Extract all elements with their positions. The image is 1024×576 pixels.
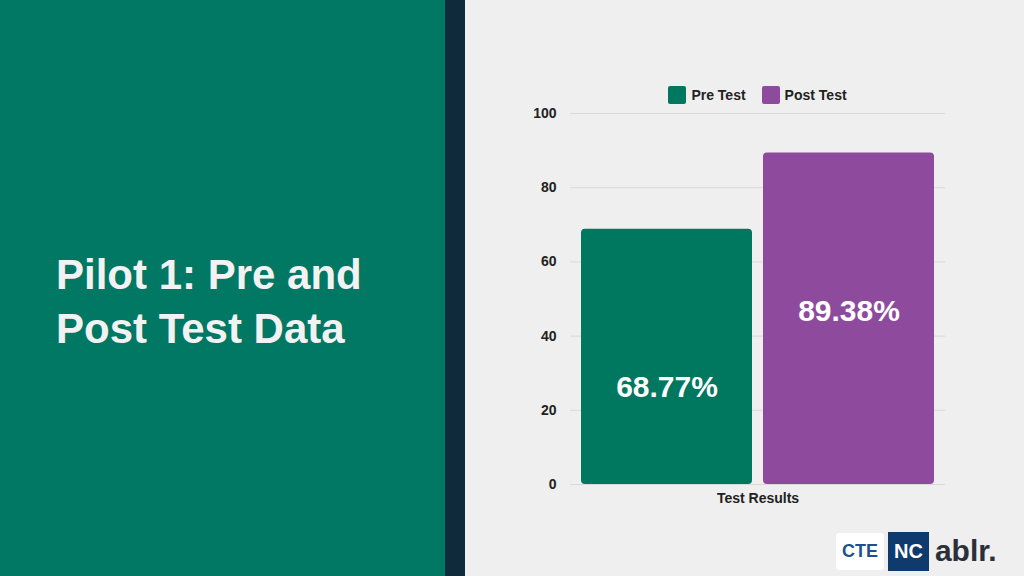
html-text:Post Test: Post Test — [784, 87, 847, 103]
html-text:CTE: CTE — [842, 540, 878, 561]
svg-text:20: 20 — [541, 402, 557, 418]
html-text:Pilot 1: Pre and Post Test Dat: Pilot 1: Pre and Post Test Data — [56, 251, 362, 352]
svg-text:68.77%: 68.77% — [616, 370, 718, 403]
html-text:Pre Test: Pre Test — [691, 87, 746, 103]
svg-text:60: 60 — [541, 253, 557, 269]
svg-text:100: 100 — [533, 105, 557, 121]
svg-text:80: 80 — [541, 179, 557, 195]
svg-text:40: 40 — [541, 328, 557, 344]
svg-text:Test Results: Test Results — [717, 490, 799, 506]
html-text:NC ablr.: NC ablr. — [894, 534, 997, 567]
svg-text:89.38%: 89.38% — [798, 294, 900, 327]
svg-text:0: 0 — [549, 476, 557, 492]
